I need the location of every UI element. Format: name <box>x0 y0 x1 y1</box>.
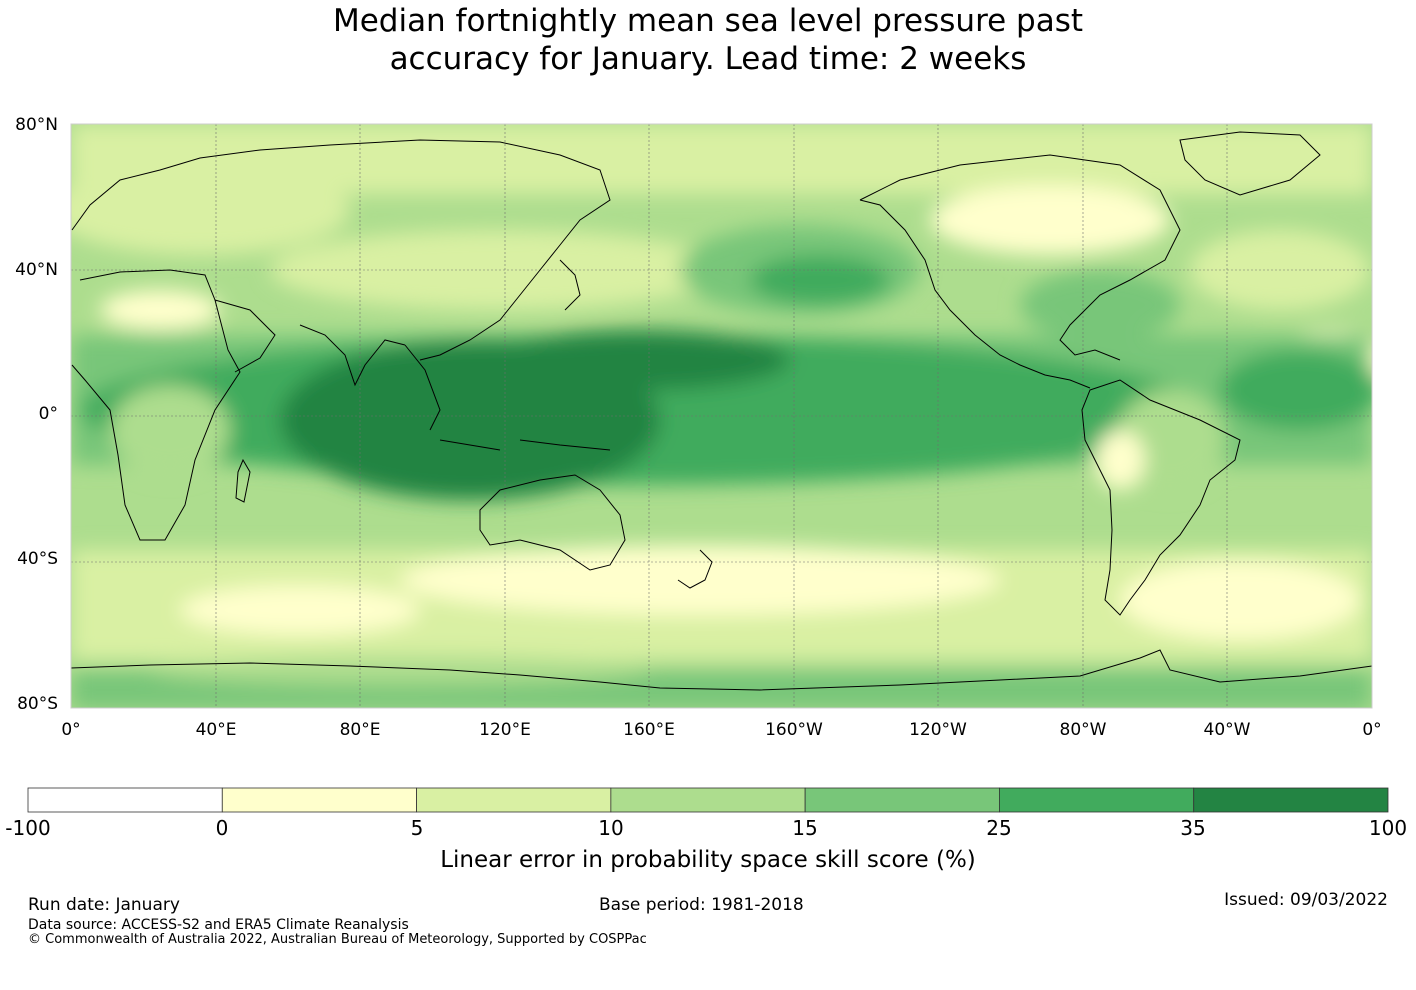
map-canvas <box>70 123 1373 709</box>
colorbar-segment <box>416 787 612 813</box>
lon-tick-0: 0° <box>61 720 81 740</box>
colorbar <box>27 787 1389 813</box>
colorbar-segment <box>1193 787 1389 813</box>
lat-tick-40n: 40°N <box>15 260 58 280</box>
colorbar-tick: 10 <box>598 816 624 840</box>
colorbar-tick: 25 <box>986 816 1012 840</box>
colorbar-segment <box>999 787 1195 813</box>
data-source: Data source: ACCESS-S2 and ERA5 Climate … <box>28 917 409 933</box>
skill-field <box>71 124 1372 708</box>
colorbar-tick: 35 <box>1180 816 1206 840</box>
lon-tick-40e: 40°E <box>195 720 237 740</box>
issued-date: Issued: 09/03/2022 <box>1224 890 1388 910</box>
colorbar-segment <box>804 787 1000 813</box>
colorbar-segment <box>221 787 417 813</box>
colorbar-tick: 100 <box>1368 816 1408 840</box>
lon-tick-120e: 120°E <box>479 720 531 740</box>
lon-tick-160e: 160°E <box>623 720 675 740</box>
lon-tick-0-east: 0° <box>1362 720 1382 740</box>
skill-map: 80°N 40°N 0° 40°S 80°S 0° 40°E 80°E 120°… <box>0 110 1416 750</box>
lat-tick-0: 0° <box>38 404 58 424</box>
colorbar-segment <box>27 787 223 813</box>
lon-tick-160w: 160°W <box>765 720 823 740</box>
colorbar-tick: 15 <box>792 816 818 840</box>
colorbar-label: Linear error in probability space skill … <box>440 847 976 873</box>
lon-tick-80w: 80°W <box>1059 720 1107 740</box>
colorbar-tick: -100 <box>5 816 51 840</box>
lon-tick-120w: 120°W <box>909 720 967 740</box>
colorbar-tick: 0 <box>215 816 229 840</box>
coastlines <box>71 131 1372 691</box>
lon-tick-40w: 40°W <box>1203 720 1251 740</box>
map-border <box>70 123 1373 709</box>
title-line-2: accuracy for January. Lead time: 2 weeks <box>389 41 1027 77</box>
colorbar-segment <box>610 787 806 813</box>
title-line-1: Median fortnightly mean sea level pressu… <box>332 3 1084 39</box>
map-title: Median fortnightly mean sea level pressu… <box>0 2 1416 78</box>
copyright: © Commonwealth of Australia 2022, Austra… <box>28 932 647 947</box>
run-date: Run date: January <box>28 895 180 915</box>
base-period: Base period: 1981-2018 <box>599 895 804 915</box>
lat-tick-80s: 80°S <box>17 694 58 714</box>
lon-tick-80e: 80°E <box>339 720 381 740</box>
lat-tick-80n: 80°N <box>15 115 58 135</box>
lat-tick-40s: 40°S <box>17 549 58 569</box>
colorbar-tick: 5 <box>410 816 424 840</box>
